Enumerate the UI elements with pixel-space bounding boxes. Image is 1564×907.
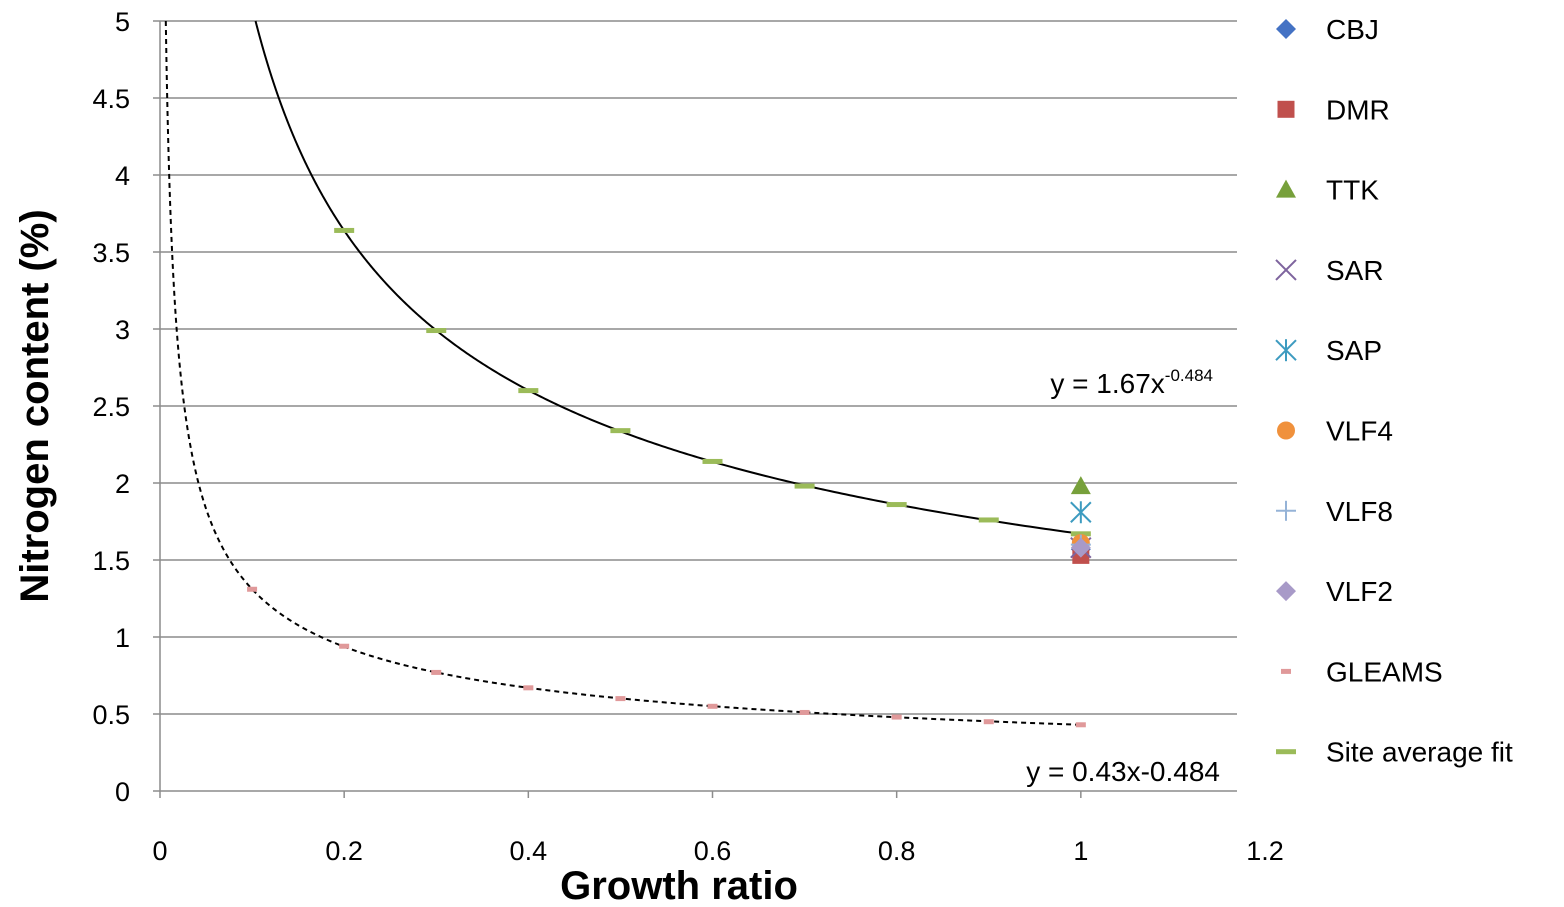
point-gleams-1	[339, 643, 350, 649]
point-site-average-fit-5	[794, 483, 815, 489]
x-tick-label-2: 0.4	[510, 836, 548, 866]
point-site-average-fit-3	[610, 428, 631, 434]
x-tick-label-6: 1.2	[1246, 836, 1284, 866]
x-tick-label-5: 1	[1073, 836, 1088, 866]
legend-item-vlf4: VLF4	[1277, 416, 1393, 447]
legend-marker-site-average-fit	[1276, 749, 1296, 755]
upper-fit-equation: y = 1.67x-0.484	[1050, 366, 1213, 399]
legend-item-vlf2: VLF2	[1276, 576, 1393, 607]
legend-label-dmr: DMR	[1326, 94, 1390, 125]
y-tick-label-5: 2.5	[92, 392, 130, 422]
point-gleams-4	[615, 696, 626, 702]
y-tick-label-0: 0	[115, 777, 130, 807]
legend-marker-dmr	[1277, 100, 1295, 118]
legend-marker-gleams	[1281, 668, 1291, 674]
legend-marker-vlf2	[1276, 581, 1296, 602]
legend-item-site-average-fit: Site average fit	[1276, 737, 1513, 768]
y-tick-label-3: 1.5	[92, 546, 130, 576]
y-tick-label-6: 3	[115, 315, 130, 345]
point-gleams-3	[523, 685, 534, 691]
x-tick-label-4: 0.8	[878, 836, 916, 866]
legend-item-sap: SAP	[1275, 335, 1382, 366]
y-tick-labels: 0 0.5 1 1.5 2 2.5 3 3.5 4 4.5 5	[92, 7, 130, 807]
y-tick-label-4: 2	[115, 469, 130, 499]
legend-marker-vlf8	[1276, 500, 1296, 521]
point-site-average-fit-7	[978, 517, 999, 523]
point-site-average-fit-6	[886, 502, 907, 508]
x-tick-labels: 0 0.2 0.4 0.6 0.8 1 1.2	[152, 836, 1283, 866]
trendlines	[164, 20, 1081, 726]
x-axis-title: Growth ratio	[560, 864, 798, 907]
x-tick-label-3: 0.6	[694, 836, 732, 866]
upper-fit-equation-exponent: -0.484	[1165, 366, 1213, 385]
point-site-average-fit-1	[426, 328, 447, 334]
point-site-average-fit-2	[518, 388, 539, 394]
point-vlf2-0	[1070, 537, 1091, 558]
legend-item-sar: SAR	[1275, 255, 1384, 286]
point-gleams-2	[431, 669, 442, 675]
gridlines	[160, 20, 1237, 715]
legend-label-site-average-fit: Site average fit	[1326, 737, 1513, 768]
point-gleams-6	[799, 709, 810, 715]
y-tick-label-10: 5	[115, 7, 130, 37]
point-gleams-8	[983, 719, 994, 725]
point-site-average-fit-0	[334, 227, 355, 233]
legend-label-sar: SAR	[1326, 255, 1384, 286]
legend-label-gleams: GLEAMS	[1326, 656, 1443, 687]
legend-item-vlf8: VLF8	[1276, 496, 1393, 527]
trendline-solid	[254, 20, 1081, 535]
legend-label-vlf8: VLF8	[1326, 496, 1393, 527]
point-gleams-0	[247, 586, 258, 592]
legend-marker-sap	[1275, 339, 1297, 362]
legend: CBJ DMR TTK SAR SAP VLF4 VLF8 VLF2 GLEAMS Site av…	[1275, 14, 1513, 768]
legend-marker-ttk	[1276, 179, 1296, 198]
legend-marker-sar	[1275, 259, 1297, 281]
y-tick-label-9: 4.5	[92, 84, 130, 114]
legend-item-ttk: TTK	[1276, 175, 1379, 206]
point-gleams-5	[707, 703, 718, 709]
point-ttk-0	[1070, 476, 1091, 495]
point-gleams-7	[891, 714, 902, 720]
legend-label-vlf2: VLF2	[1326, 576, 1393, 607]
point-site-average-fit-4	[702, 458, 723, 464]
x-tick-label-0: 0	[152, 836, 167, 866]
point-gleams-9	[1075, 722, 1086, 728]
y-tick-label-2: 1	[115, 623, 130, 653]
legend-label-ttk: TTK	[1326, 175, 1379, 206]
y-tick-label-7: 3.5	[92, 238, 130, 268]
point-site-average-fit-8	[1070, 531, 1091, 537]
upper-fit-equation-base: y = 1.67x	[1050, 368, 1164, 399]
y-axis-title: Nitrogen content (%)	[13, 209, 57, 602]
trendline-dashed	[164, 20, 1081, 726]
point-sap-0	[1070, 501, 1092, 524]
legend-item-cbj: CBJ	[1276, 14, 1379, 45]
lower-fit-equation: y = 0.43x-0.484	[1026, 756, 1220, 787]
legend-marker-cbj	[1276, 19, 1296, 39]
data-points	[247, 227, 1092, 728]
legend-item-gleams: GLEAMS	[1281, 656, 1443, 687]
x-tick-label-1: 0.2	[325, 836, 363, 866]
axes	[153, 20, 1237, 798]
legend-item-dmr: DMR	[1277, 94, 1390, 125]
legend-label-sap: SAP	[1326, 335, 1382, 366]
legend-label-cbj: CBJ	[1326, 14, 1379, 45]
legend-label-vlf4: VLF4	[1326, 416, 1393, 447]
legend-marker-vlf4	[1277, 421, 1295, 440]
y-tick-label-1: 0.5	[92, 700, 130, 730]
y-tick-label-8: 4	[115, 161, 130, 191]
